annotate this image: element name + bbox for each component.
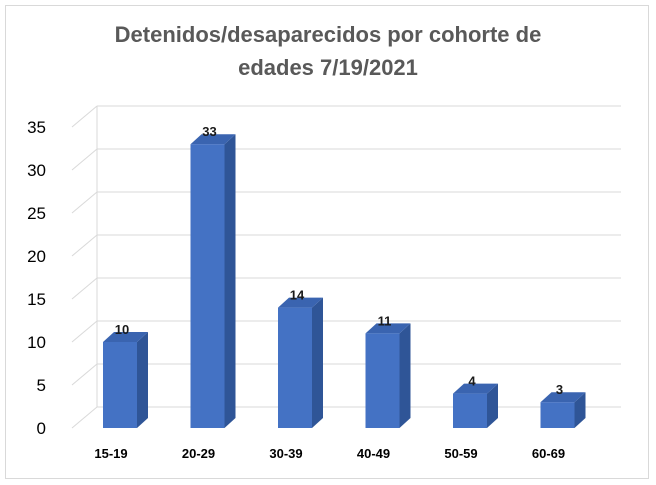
gridline-depth: [71, 234, 98, 257]
bar-top: [453, 383, 498, 394]
bar-side: [312, 297, 323, 428]
bar-front: [540, 402, 575, 428]
y-tick-label: 0: [37, 419, 46, 438]
bar-60-69: [540, 392, 586, 428]
bar-top: [103, 332, 148, 342]
y-tick-label: 10: [27, 333, 46, 352]
y-tick-label: 5: [37, 376, 46, 395]
y-tick-label: 15: [27, 290, 46, 309]
x-category-label: 20-29: [182, 446, 215, 461]
bar-front: [453, 393, 487, 428]
data-label: 3: [556, 382, 563, 397]
bar-side: [574, 392, 586, 428]
data-label: 10: [115, 322, 129, 337]
gridline-depth: [71, 277, 98, 300]
bar-50-59: [453, 383, 498, 428]
bar-15-19: [103, 332, 148, 428]
bar-front: [103, 342, 137, 428]
x-category-label: 60-69: [532, 446, 565, 461]
data-label: 14: [290, 288, 305, 303]
x-category-label: 40-49: [357, 446, 390, 461]
y-tick-label: 25: [27, 204, 46, 223]
y-tick-label: 35: [27, 118, 46, 137]
data-label: 33: [202, 124, 216, 139]
data-label: 11: [378, 313, 392, 328]
bar-side: [224, 134, 236, 428]
gridline-depth: [71, 105, 98, 128]
gridline-depth: [71, 320, 98, 343]
x-category-label: 50-59: [444, 446, 477, 461]
bar-top: [190, 134, 236, 145]
chart-title: Detenidos/desaparecidos por cohorte de e…: [114, 22, 542, 80]
bar-side: [487, 383, 498, 428]
bar-top: [365, 323, 411, 334]
gridline-depth: [71, 191, 98, 214]
x-category-label: 15-19: [94, 446, 127, 461]
y-tick-label: 30: [27, 161, 46, 180]
y-tick-label: 20: [27, 247, 46, 266]
bar-side: [137, 332, 148, 428]
bar-top: [540, 392, 586, 403]
bar-top: [278, 297, 323, 308]
bar-side: [399, 323, 411, 428]
bar-30-39: [278, 297, 323, 428]
gridline-depth: [71, 406, 98, 429]
data-label: 4: [468, 374, 476, 389]
x-category-label: 30-39: [269, 446, 302, 461]
gridline-depth: [71, 363, 98, 386]
bar-front: [278, 307, 312, 428]
bar-front: [190, 144, 225, 428]
bar-front: [365, 333, 400, 428]
bar-40-49: [365, 323, 411, 428]
gridline-depth: [71, 148, 98, 171]
bar-20-29: [190, 134, 236, 428]
